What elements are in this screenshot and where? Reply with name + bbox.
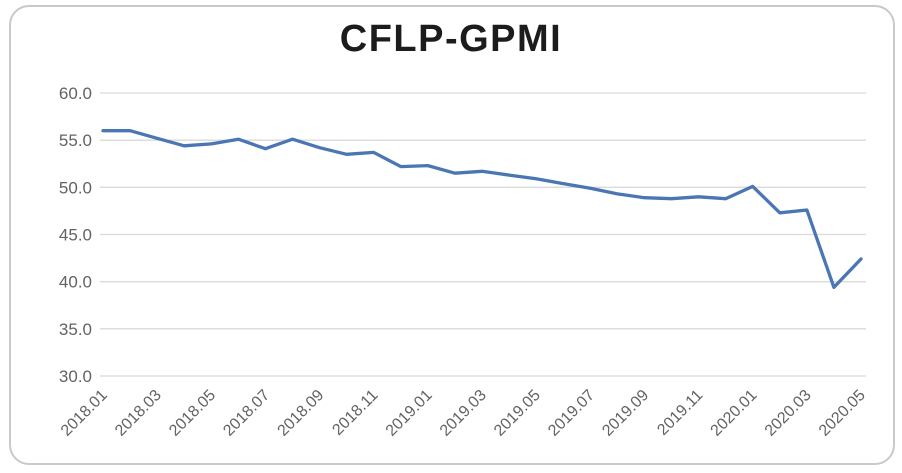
x-axis-tick-label: 2019.05 — [491, 387, 544, 440]
x-axis-tick-label: 2020.03 — [762, 387, 815, 440]
x-axis-tick-label: 2019.11 — [654, 387, 706, 439]
x-axis-tick-label: 2018.09 — [275, 387, 328, 440]
chart-title: CFLP-GPMI — [339, 18, 563, 60]
x-axis-tick-label: 2018.07 — [220, 387, 273, 440]
y-axis-tick-label: 35.0 — [59, 320, 92, 339]
x-axis-tick-label: 2019.07 — [545, 387, 598, 440]
x-axis-tick-label: 2019.01 — [383, 387, 436, 440]
y-axis-tick-label: 50.0 — [59, 178, 92, 197]
x-axis-tick-label: 2018.01 — [58, 387, 111, 440]
y-axis-tick-label: 60.0 — [59, 84, 92, 103]
y-axis-tick-label: 45.0 — [59, 226, 92, 245]
y-axis-tick-label: 30.0 — [59, 367, 92, 386]
data-series-line — [101, 129, 863, 289]
x-axis-tick-label: 2018.05 — [166, 387, 219, 440]
x-axis-tick-label: 2019.03 — [437, 387, 490, 440]
x-axis-tick-label: 2019.09 — [599, 387, 652, 440]
x-axis-tick-label: 2020.05 — [816, 387, 869, 440]
x-axis-tick-label: 2018.11 — [329, 387, 381, 439]
x-axis-tick-label: 2018.03 — [112, 387, 165, 440]
y-axis-tick-label: 40.0 — [59, 273, 92, 292]
x-axis-tick-label: 2020.01 — [708, 387, 761, 440]
y-axis-tick-label: 55.0 — [59, 131, 92, 150]
